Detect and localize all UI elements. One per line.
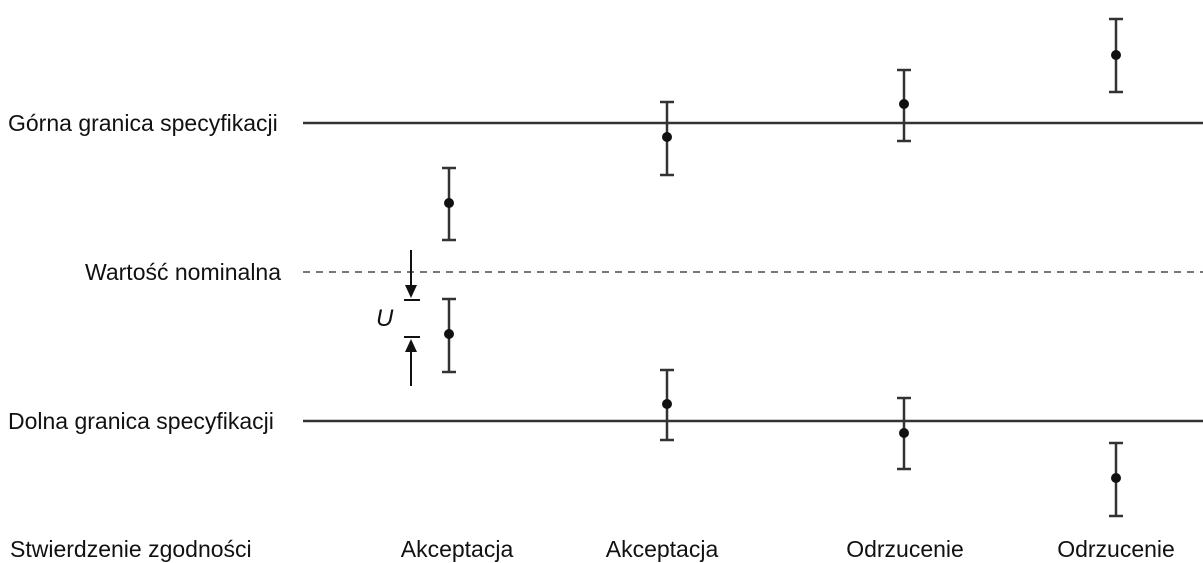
uncertainty-indicator: U	[376, 250, 420, 386]
measurement-2a	[660, 100, 674, 177]
measurement-point	[899, 428, 909, 438]
measurement-point	[899, 99, 909, 109]
measurement-3a	[897, 68, 911, 143]
decision-label-1: Akceptacja	[401, 536, 514, 562]
decision-label-2: Akceptacja	[606, 536, 719, 562]
measurement-4b	[1109, 441, 1123, 518]
measurement-point	[662, 132, 672, 142]
measurement-1b	[442, 297, 456, 374]
uncertainty-label: U	[376, 305, 394, 332]
conformity-heading: Stwierdzenie zgodności	[10, 536, 252, 562]
measurement-1a	[442, 166, 456, 242]
measurement-point	[1111, 50, 1121, 60]
decision-label-3: Odrzucenie	[846, 536, 964, 562]
measurement-point	[444, 198, 454, 208]
nominal-value-label: Wartość nominalna	[85, 259, 281, 285]
uncertainty-up-arrowhead	[405, 339, 417, 352]
lower-spec-label: Dolna granica specyfikacji	[8, 408, 274, 434]
decision-label-4: Odrzucenie	[1057, 536, 1175, 562]
measurement-4a	[1109, 17, 1123, 94]
measurement-point	[444, 329, 454, 339]
measurement-3b	[897, 396, 911, 471]
upper-spec-label: Górna granica specyfikacji	[8, 110, 278, 136]
uncertainty-down-arrowhead	[405, 285, 417, 298]
measurement-point	[1111, 473, 1121, 483]
measurement-point	[662, 399, 672, 409]
measurement-2b	[660, 368, 674, 442]
